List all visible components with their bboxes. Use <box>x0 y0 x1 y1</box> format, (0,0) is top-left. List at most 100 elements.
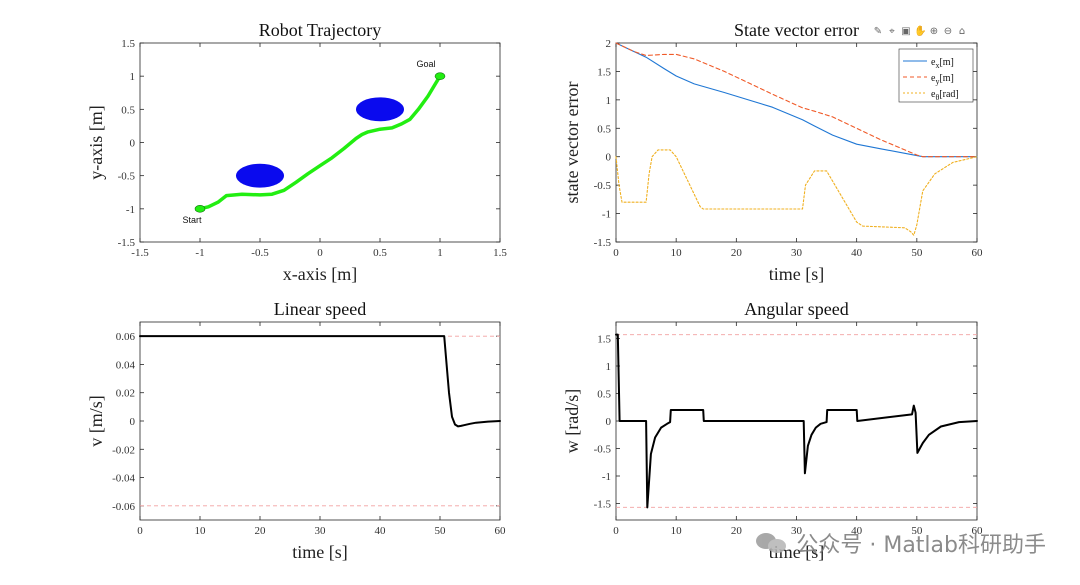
pan-data-icon[interactable]: ⌖ <box>889 26 895 37</box>
x-tick-label: 0 <box>613 247 619 259</box>
x-tick-label: 1.5 <box>493 247 507 259</box>
x-tick-label: 50 <box>911 525 923 537</box>
x-tick-label: 10 <box>671 247 683 259</box>
axes-toolbar[interactable]: ✎ ⌖ ▣ ✋ ⊕ ⊖ ⌂ <box>872 26 968 38</box>
series-line-2 <box>615 42 978 158</box>
y-tick-label: -1.5 <box>594 237 612 249</box>
y-tick-label: -0.06 <box>112 501 135 513</box>
chart-title: Linear speed <box>274 299 366 319</box>
chart-4: Angular speed 0 10 20 30 40 50 60 1.5 1 0.5 0 -0.5 -1… <box>562 299 983 562</box>
y-tick-label: 0.5 <box>121 104 135 116</box>
home-icon[interactable]: ⌂ <box>958 26 966 37</box>
y-tick-label: 0.5 <box>597 389 611 401</box>
y-tick-label: 1.5 <box>597 334 611 346</box>
x-tick-label: 0 <box>137 525 143 537</box>
x-tick-label: 10 <box>195 525 207 537</box>
y-axis-label: v [m/s] <box>86 395 106 447</box>
zoom-in-icon[interactable]: ⊕ <box>929 26 939 37</box>
legend-entry: eθ[rad] <box>931 89 959 102</box>
y-tick-label: 0.5 <box>597 123 611 135</box>
y-tick-label: -0.5 <box>118 171 136 183</box>
wechat-icon <box>756 531 790 555</box>
y-tick-label: -1.5 <box>594 499 612 511</box>
watermark: 公众号 · Matlab科研助手 <box>756 527 1046 559</box>
chart-2: State vector error 0 10 20 30 40 50 60 2 1.5 1 0.5 0… <box>562 20 983 284</box>
y-tick-label: -1 <box>602 209 611 221</box>
series-line-1 <box>198 74 442 211</box>
chart-title: Robot Trajectory <box>259 20 382 40</box>
x-tick-label: 50 <box>911 247 923 259</box>
x-tick-label: 30 <box>791 525 803 537</box>
chart-title: Angular speed <box>744 299 848 319</box>
x-tick-label: -1 <box>195 247 204 259</box>
y-tick-label: 0.06 <box>116 331 136 343</box>
y-tick-label: 1.5 <box>121 38 135 50</box>
y-axis-label: y-axis [m] <box>86 105 106 179</box>
x-tick-label: 1 <box>437 247 443 259</box>
x-tick-label: 40 <box>851 525 863 537</box>
y-axis-label: w [rad/s] <box>562 389 582 453</box>
waypoint-marker <box>434 72 446 80</box>
annotation-label: Goal <box>416 59 435 69</box>
y-tick-label: -0.5 <box>594 444 612 456</box>
x-axis-label: x-axis [m] <box>283 264 357 284</box>
x-tick-label: 60 <box>495 525 507 537</box>
y-tick-label: -0.5 <box>594 180 612 192</box>
y-tick-label: 0.02 <box>116 388 135 400</box>
y-axis-label: state vector error <box>562 82 582 204</box>
zoom-out-icon[interactable]: ⊖ <box>943 26 953 37</box>
y-tick-label: 0 <box>606 152 612 164</box>
annotation-label: Start <box>182 215 202 225</box>
plot-area <box>139 321 501 521</box>
obstacle <box>236 163 284 188</box>
y-tick-label: -0.04 <box>112 473 135 485</box>
y-tick-label: -1 <box>602 471 611 483</box>
legend-entry: ex[m] <box>931 57 954 70</box>
y-tick-label: -1 <box>126 204 135 216</box>
x-tick-label: 0 <box>613 525 619 537</box>
x-axis-label: time [s] <box>292 542 348 562</box>
x-tick-label: 30 <box>791 247 803 259</box>
y-tick-label: -0.02 <box>112 444 135 456</box>
x-tick-label: 30 <box>315 525 327 537</box>
series-line-1 <box>615 333 978 509</box>
x-tick-label: 40 <box>375 525 387 537</box>
chart-title: State vector error <box>734 20 859 40</box>
brush-icon[interactable]: ✎ <box>873 26 883 37</box>
x-tick-label: 0.5 <box>373 247 387 259</box>
obstacle <box>356 97 404 122</box>
x-tick-label: 20 <box>731 247 743 259</box>
y-tick-label: 0 <box>606 416 612 428</box>
x-tick-label: 50 <box>435 525 447 537</box>
series-line-1 <box>139 335 501 428</box>
hand-pan-icon[interactable]: ✋ <box>914 26 927 37</box>
x-tick-label: 10 <box>671 525 683 537</box>
plot-area <box>139 42 501 243</box>
y-tick-label: 1.5 <box>597 66 611 78</box>
y-tick-label: 1 <box>606 95 612 107</box>
y-tick-label: 1 <box>130 71 136 83</box>
waypoint-marker <box>194 205 206 213</box>
y-tick-label: -1.5 <box>118 237 136 249</box>
y-tick-label: 0.04 <box>116 359 136 371</box>
save-icon[interactable]: ▣ <box>901 26 911 37</box>
x-tick-label: 0 <box>317 247 323 259</box>
x-tick-label: 60 <box>972 525 984 537</box>
x-tick-label: 20 <box>255 525 267 537</box>
legend-entry: ey[m] <box>931 73 954 86</box>
x-axis-label: time [s] <box>769 264 825 284</box>
y-tick-label: 2 <box>606 38 612 50</box>
y-tick-label: 1 <box>606 361 612 373</box>
x-tick-label: -0.5 <box>251 247 269 259</box>
x-tick-label: 40 <box>851 247 863 259</box>
chart-1: Robot Trajectory -1.5 -1 -0.5 0 0.5 1 1.5 1.5 1 0.… <box>86 20 507 284</box>
y-tick-label: 0 <box>130 416 136 428</box>
y-tick-label: 0 <box>130 138 136 150</box>
x-tick-label: 60 <box>972 247 984 259</box>
watermark-text: 公众号 · Matlab科研助手 <box>796 533 1046 558</box>
x-tick-label: 20 <box>731 525 743 537</box>
x-tick-label: -1.5 <box>131 247 149 259</box>
series-line-3 <box>615 149 978 236</box>
